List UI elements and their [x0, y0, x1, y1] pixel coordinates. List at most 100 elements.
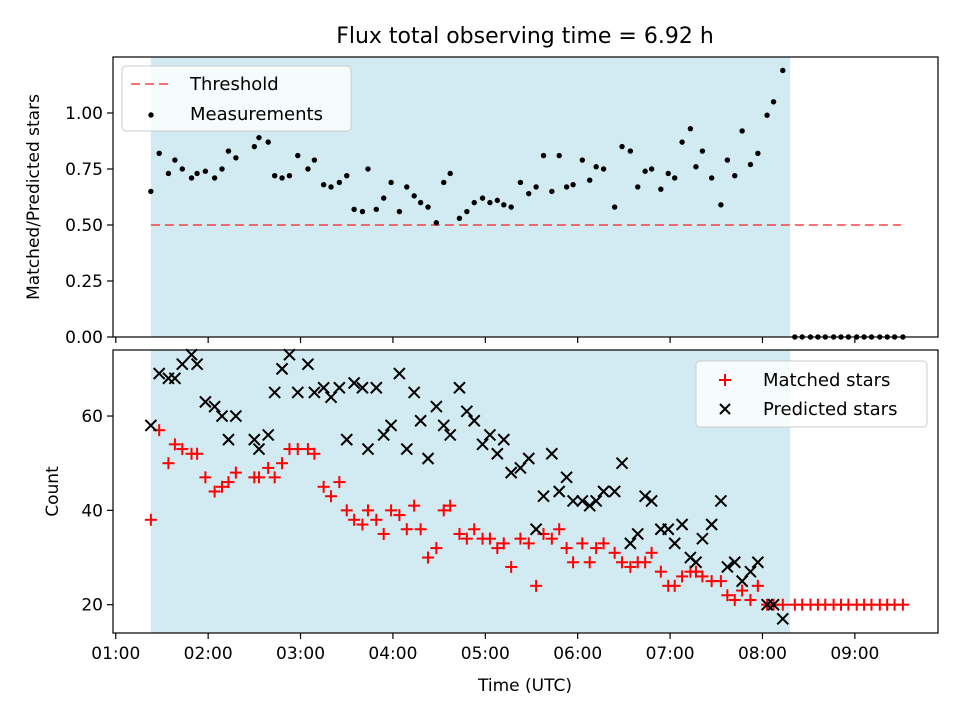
predicted-star-point: [776, 612, 789, 626]
x-tick-label: 08:00: [738, 644, 787, 664]
measurement-point: [265, 139, 271, 145]
matched-star-point: [162, 457, 175, 470]
matched-star-point: [229, 466, 242, 479]
measurement-point: [380, 195, 387, 201]
predicted-star-point: [291, 386, 304, 399]
matched-star-point: [301, 443, 314, 456]
predicted-star-point: [522, 452, 535, 465]
matched-star-point: [393, 509, 406, 522]
matched-star-point: [422, 551, 435, 564]
predicted-star-point: [589, 494, 603, 508]
measurement-point: [739, 128, 745, 134]
measurement-point: [271, 173, 278, 179]
matched-star-point: [590, 542, 603, 555]
top-x-axis-ticks: [115, 337, 856, 343]
measurement-point: [219, 166, 225, 172]
predicted-star-point: [483, 428, 497, 442]
matched-star-point: [453, 527, 466, 540]
x-tick-label: 01:00: [91, 644, 140, 664]
predicted-star-point: [615, 456, 629, 470]
predicted-star-point: [545, 447, 559, 460]
measurement-point: [233, 155, 239, 161]
predicted-star-point: [275, 362, 289, 376]
matched-star-point: [262, 461, 275, 474]
predicted-star-point: [583, 499, 596, 512]
measurement-point: [456, 215, 463, 221]
matched-star-point: [460, 532, 473, 545]
x-tick-label: 05:00: [461, 644, 510, 664]
measurement-point: [447, 170, 453, 177]
predicted-star-point: [268, 386, 281, 399]
matched-star-point: [714, 575, 727, 588]
matched-star-point: [497, 537, 510, 550]
measurement-point: [563, 184, 570, 190]
predicted-star-point: [689, 556, 703, 569]
measurement-point: [295, 152, 301, 159]
measurement-point: [672, 175, 678, 181]
predicted-star-point: [491, 447, 504, 460]
matched-star-point: [385, 504, 398, 517]
measurement-point: [479, 195, 486, 201]
matched-star-point: [491, 542, 504, 555]
measurement-point: [433, 220, 440, 226]
predicted-star-point: [460, 405, 474, 418]
predicted-star-point: [553, 485, 566, 498]
measurement-point: [311, 157, 318, 163]
predicted-star-point: [597, 485, 610, 498]
matched-star-point: [553, 523, 566, 536]
predicted-star-point: [675, 518, 689, 531]
matched-star-point: [654, 565, 667, 578]
predicted-star-point: [199, 395, 212, 409]
matched-star-point: [668, 579, 681, 592]
predicted-star-point: [361, 442, 375, 456]
matched-star-point: [560, 542, 573, 555]
predicted-star-point: [767, 598, 780, 611]
matched-star-point: [597, 537, 610, 550]
predicted-star-point: [744, 565, 757, 578]
legend-measurements-swatch: [148, 112, 154, 118]
matched-star-point: [208, 485, 221, 498]
matched-star-point: [514, 532, 527, 545]
matched-star-point: [545, 532, 558, 545]
measurement-point: [411, 193, 417, 199]
measurement-point: [648, 166, 655, 172]
predicted-star-point: [152, 367, 166, 380]
predicted-star-point: [317, 381, 330, 394]
measurement-point: [627, 148, 634, 154]
matched-star-point: [325, 490, 338, 503]
measurement-point: [251, 143, 258, 150]
predicted-star-point: [262, 428, 275, 442]
measurement-point: [693, 164, 699, 170]
matched-star-point: [567, 556, 580, 569]
predicted-star-point: [356, 381, 369, 394]
y-tick-label: 40: [81, 501, 103, 521]
measurement-point: [718, 202, 724, 208]
matched-star-point: [608, 546, 621, 559]
matched-star-point: [437, 504, 450, 517]
matched-star-point: [576, 537, 589, 550]
matched-star-point: [356, 518, 369, 531]
predicted-star-point: [208, 400, 221, 413]
predicted-star-point: [248, 433, 261, 446]
matched-star-point: [361, 504, 374, 517]
bottom-y-axis-label: Count: [43, 466, 63, 517]
x-tick-label: 02:00: [184, 644, 233, 664]
predicted-star-point: [222, 433, 235, 446]
predicted-star-point: [185, 348, 198, 361]
measurement-point: [487, 199, 493, 206]
predicted-star-point: [377, 428, 390, 442]
matched-star-point: [370, 513, 383, 526]
matched-star-point: [414, 523, 427, 536]
predicted-star-point: [437, 419, 450, 432]
predicted-star-point: [668, 537, 681, 550]
matched-star-point: [645, 546, 658, 559]
x-axis-label: Time (UTC): [477, 676, 572, 696]
measurement-point: [365, 166, 371, 172]
matched-star-point: [222, 476, 235, 489]
predicted-star-point: [537, 490, 550, 503]
x-tick-label: 03:00: [276, 644, 325, 664]
matched-star-point: [430, 542, 443, 555]
measurement-point: [570, 181, 576, 188]
x-tick-label: 09:00: [830, 644, 879, 664]
measurement-point: [225, 148, 232, 154]
